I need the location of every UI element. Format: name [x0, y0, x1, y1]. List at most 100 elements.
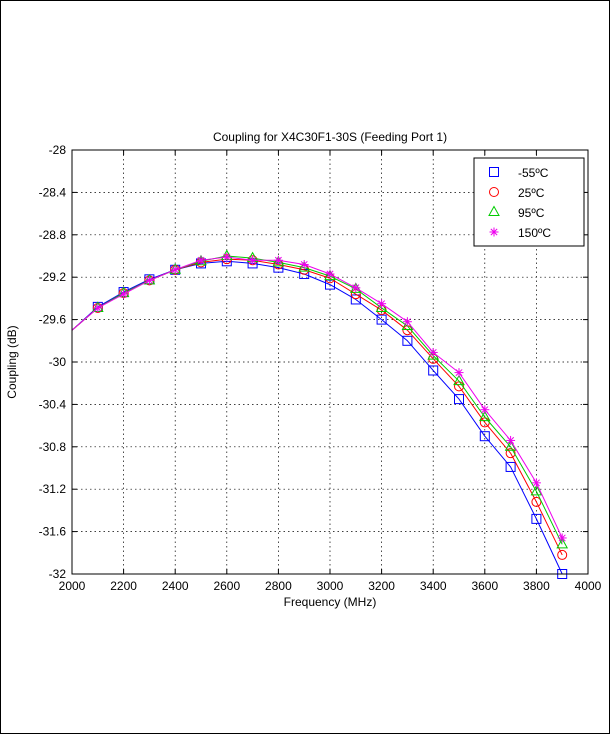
- data-point-triangle: [272, 255, 285, 267]
- star-stroke: [429, 348, 437, 356]
- data-point-square: [454, 394, 464, 405]
- x-axis-label: Frequency (MHz): [284, 595, 377, 609]
- x-tick-label: 3600: [471, 579, 498, 593]
- data-point-star: [119, 289, 129, 299]
- data-point-square: [376, 314, 387, 325]
- x-tick-label: 3400: [420, 579, 447, 593]
- data-point-square: [479, 431, 490, 442]
- y-tick-label: -30: [49, 355, 67, 369]
- star-stroke: [455, 369, 463, 377]
- y-tick-label: -31.6: [39, 525, 67, 539]
- star-stroke: [145, 276, 153, 284]
- star-stroke: [274, 256, 282, 264]
- data-point-square: [489, 167, 499, 177]
- data-point-star: [531, 478, 541, 488]
- data-point-square: [428, 365, 439, 376]
- data-point-circle: [557, 549, 568, 560]
- series-square: [71, 256, 568, 579]
- data-point-star: [506, 435, 516, 445]
- data-point-circle: [489, 187, 499, 197]
- data-point-star: [196, 255, 206, 265]
- star-stroke: [490, 228, 498, 236]
- x-tick-label: 3200: [368, 579, 395, 593]
- y-tick-label: -28.4: [39, 185, 67, 199]
- data-point-square: [505, 461, 516, 472]
- y-tick-label: -30.8: [39, 440, 67, 454]
- legend-label: 25ºC: [518, 186, 545, 200]
- star-stroke: [171, 266, 179, 274]
- legend-label: 150ºC: [518, 226, 551, 240]
- data-point-star: [557, 533, 567, 543]
- star-stroke: [300, 260, 308, 268]
- data-point-star: [144, 275, 154, 285]
- series-line: [71, 256, 563, 539]
- x-tick-label: 3800: [523, 579, 550, 593]
- x-tick-label: 3000: [317, 579, 344, 593]
- data-point-square: [531, 513, 542, 524]
- star-stroke: [532, 479, 540, 487]
- data-point-star: [248, 255, 258, 265]
- series-star: [71, 252, 567, 543]
- data-point-square: [402, 335, 413, 346]
- tick-layer: 2000 2200 2400 2600 2800 3000 3200 3400 3600 3800…: [39, 143, 602, 593]
- data-point-star: [454, 368, 464, 378]
- star-stroke: [223, 253, 231, 261]
- y-tick-label: -32: [49, 567, 67, 581]
- grid-layer: [72, 150, 588, 574]
- y-tick-label: -31.2: [39, 482, 67, 496]
- star-stroke: [326, 270, 334, 278]
- x-tick-label: 2400: [162, 579, 189, 593]
- data-point-star: [402, 317, 412, 327]
- data-point-triangle: [375, 301, 388, 312]
- star-stroke: [378, 300, 386, 308]
- data-point-triangle: [556, 537, 569, 549]
- series-line: [71, 258, 563, 556]
- data-point-circle: [531, 496, 542, 507]
- x-tick-label: 4000: [575, 579, 602, 593]
- legend-label: -55ºC: [518, 166, 549, 180]
- star-stroke: [481, 406, 489, 414]
- star-stroke: [403, 318, 411, 326]
- data-point-circle: [505, 448, 516, 459]
- data-point-square: [350, 294, 361, 305]
- data-point-triangle: [530, 484, 543, 496]
- y-tick-label: -28: [49, 143, 67, 157]
- x-tick-label: 2800: [265, 579, 292, 593]
- x-tick-label: 2200: [110, 579, 137, 593]
- y-tick-label: -29.6: [39, 313, 67, 327]
- data-point-star: [325, 269, 335, 279]
- star-stroke: [197, 256, 205, 264]
- data-point-star: [489, 227, 499, 237]
- data-point-star: [273, 255, 283, 265]
- data-point-star: [299, 259, 309, 269]
- star-stroke: [352, 284, 360, 292]
- star-stroke: [120, 290, 128, 298]
- data-point-star: [93, 303, 103, 313]
- series-triangle: [71, 249, 569, 549]
- data-point-star: [428, 347, 438, 357]
- chart-title: Coupling for X4C30F1-30S (Feeding Port 1…: [213, 130, 447, 144]
- data-point-star: [480, 405, 490, 415]
- star-stroke: [507, 436, 515, 444]
- data-point-star: [377, 299, 387, 309]
- x-tick-label: 2000: [59, 579, 86, 593]
- legend-box: [473, 157, 585, 247]
- star-stroke: [94, 304, 102, 312]
- y-tick-label: -30.4: [39, 397, 67, 411]
- star-stroke: [558, 534, 566, 542]
- data-point-star: [222, 252, 232, 262]
- data-point-star: [351, 283, 361, 293]
- legend: -55ºC 25ºC 95ºC 150ºC: [473, 157, 585, 247]
- data-point-triangle: [504, 440, 517, 451]
- data-point-star: [170, 265, 180, 275]
- data-point-triangle: [453, 374, 465, 386]
- data-point-triangle: [488, 205, 500, 216]
- series-layer: [71, 249, 569, 579]
- data-point-triangle: [478, 410, 491, 422]
- star-stroke: [249, 256, 257, 264]
- legend-label: 95ºC: [518, 206, 545, 220]
- y-axis-label: Coupling (dB): [5, 325, 19, 398]
- x-tick-label: 2600: [213, 579, 240, 593]
